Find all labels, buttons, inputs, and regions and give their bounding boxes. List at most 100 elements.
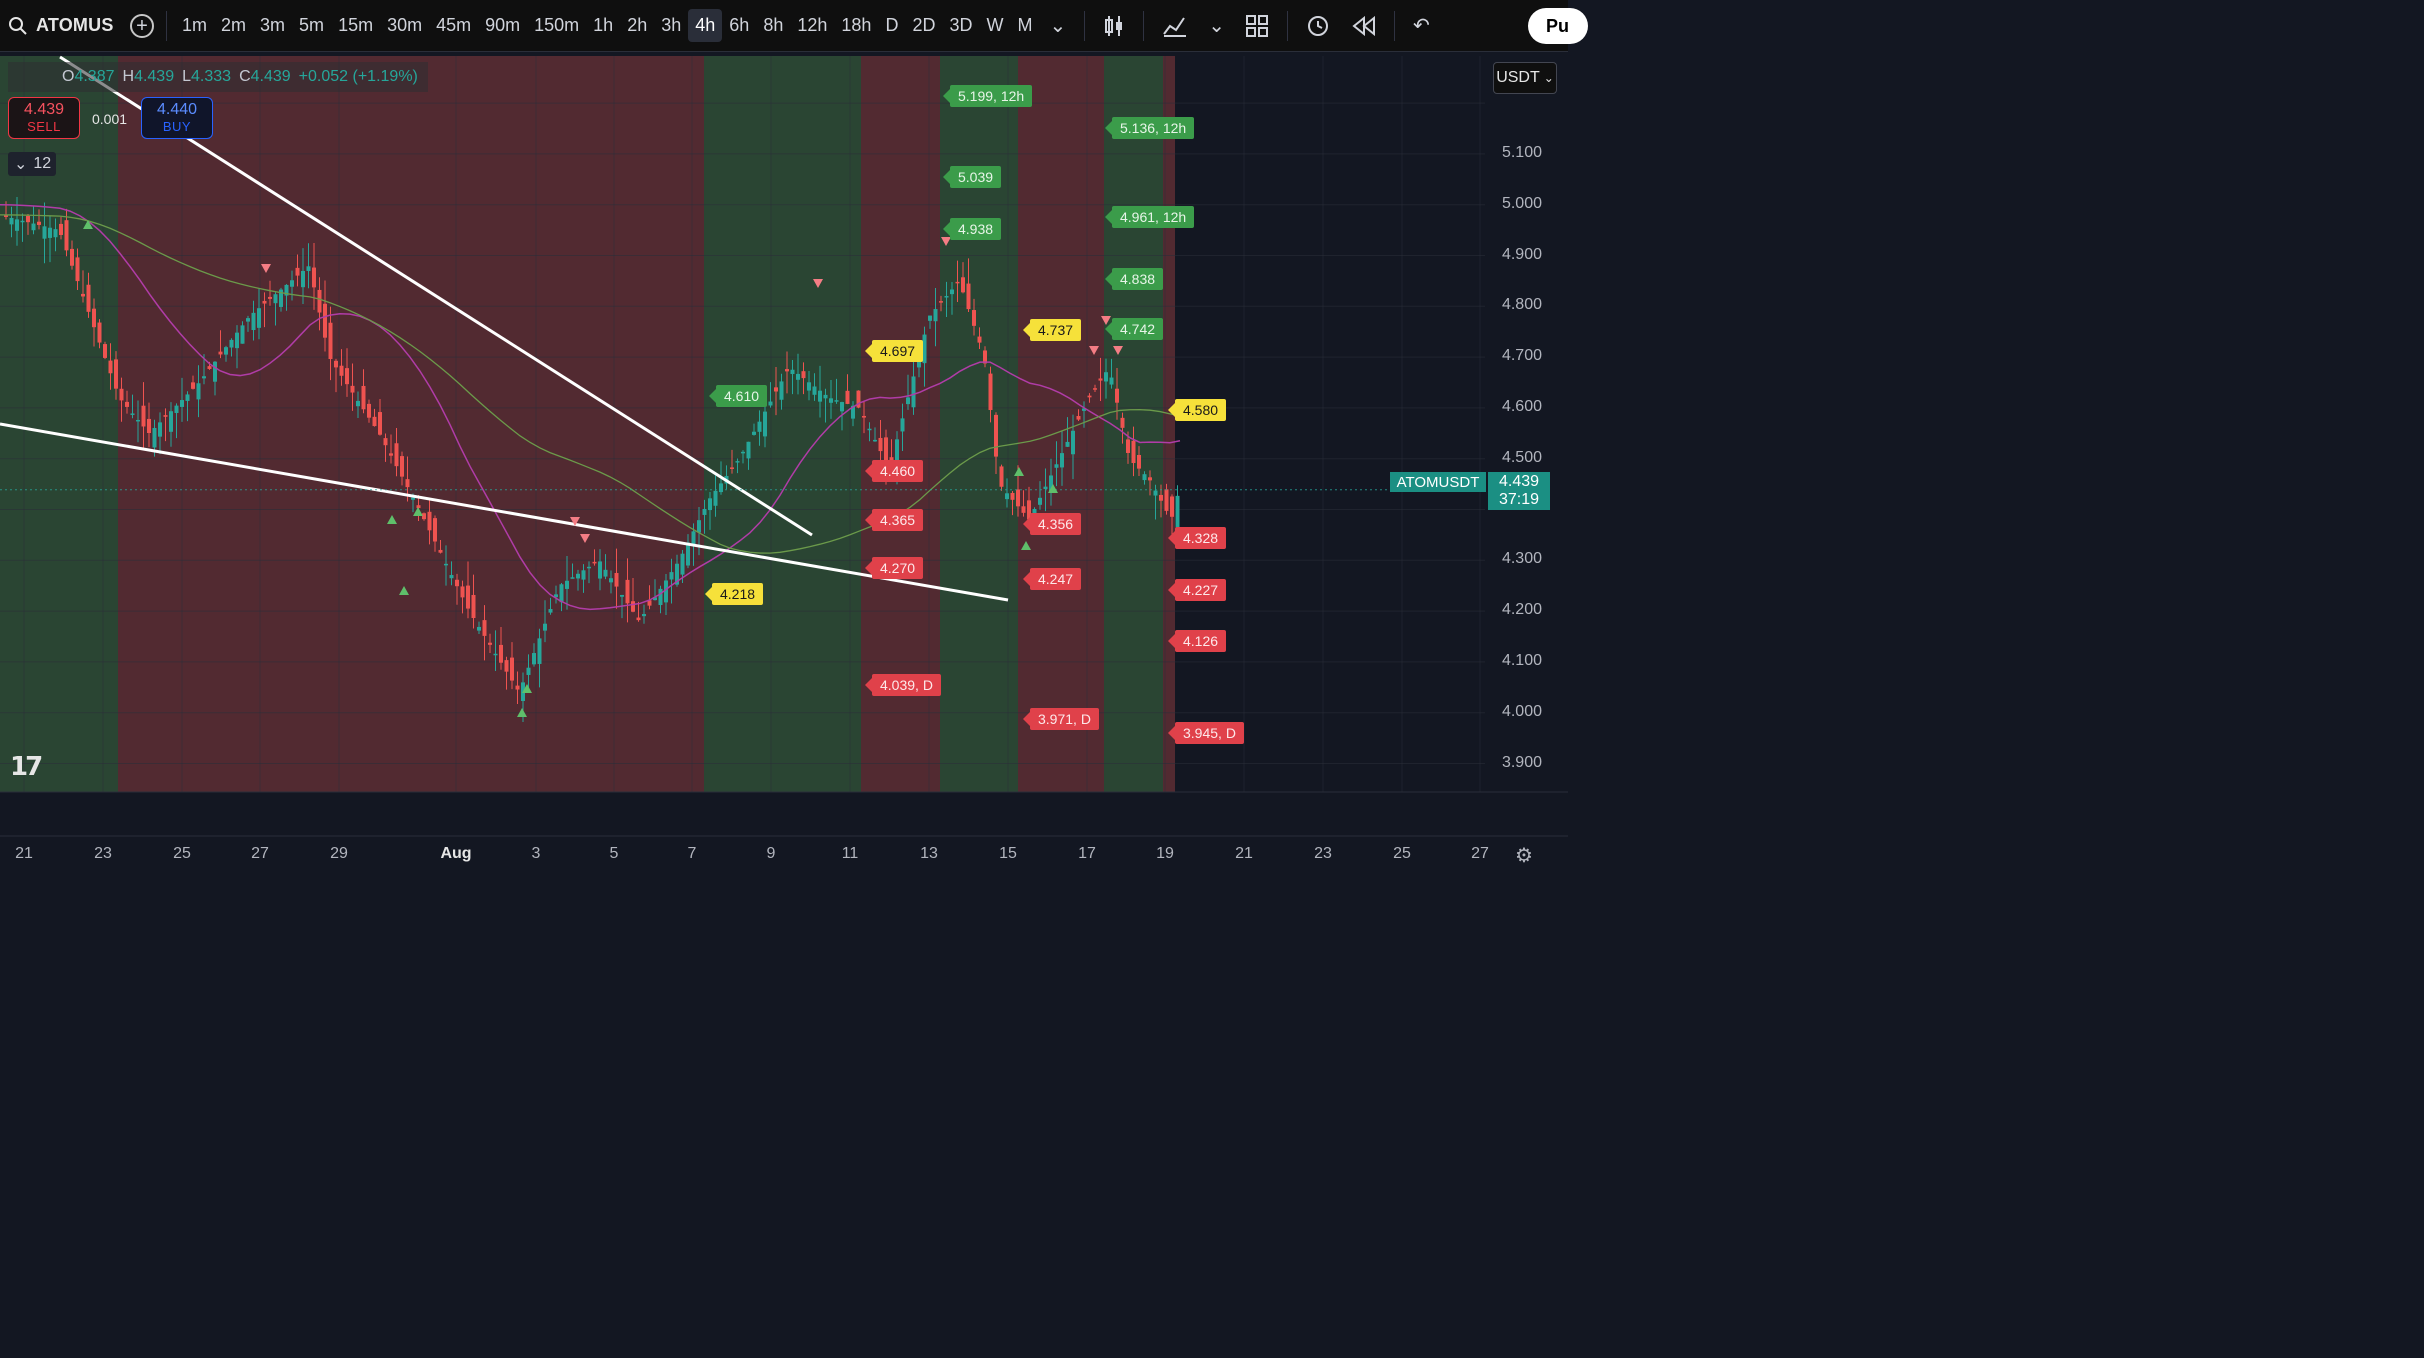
candle-body	[526, 667, 531, 675]
tradingview-logo[interactable]: 17	[10, 752, 43, 782]
candle-body	[999, 466, 1004, 487]
candle-body	[163, 415, 168, 417]
sell-button[interactable]: 4.439 SELL	[8, 97, 80, 139]
symbol-search[interactable]: ATOMUS	[0, 15, 126, 36]
interval-2D[interactable]: 2D	[912, 15, 936, 35]
candle-body	[213, 361, 217, 382]
level-label: 4.227	[1167, 579, 1227, 601]
candle-body	[9, 217, 14, 225]
candle-body	[64, 220, 69, 251]
indicators-icon[interactable]	[1152, 14, 1198, 38]
candle-body	[323, 303, 327, 338]
settings-gear-icon[interactable]: ⚙	[1515, 845, 1533, 867]
interval-2m[interactable]: 2m	[221, 15, 247, 35]
candle-body	[554, 594, 558, 598]
interval-15m[interactable]: 15m	[338, 15, 374, 35]
interval-2h[interactable]: 2h	[627, 15, 648, 35]
candle-body	[1027, 500, 1031, 520]
candle-body	[169, 411, 173, 432]
interval-5m[interactable]: 5m	[299, 15, 325, 35]
candle-body	[812, 386, 817, 395]
candle-body	[669, 572, 674, 580]
candle-body	[818, 390, 822, 402]
candle-body	[851, 405, 855, 419]
time-axis-tick: 17	[1078, 845, 1096, 862]
interval-12h[interactable]: 12h	[797, 15, 828, 35]
interval-M[interactable]: M	[1017, 15, 1033, 35]
level-label: 4.838	[1104, 268, 1164, 290]
interval-45m[interactable]: 45m	[436, 15, 472, 35]
publish-button[interactable]: Pu	[1528, 8, 1588, 44]
candle-body	[383, 438, 388, 446]
candle-body	[400, 456, 404, 477]
level-label: 4.742	[1104, 318, 1164, 340]
candle-body	[691, 531, 696, 546]
layout-grid-icon[interactable]	[1235, 14, 1279, 38]
undo-icon[interactable]: ↶	[1413, 15, 1430, 37]
interval-150m[interactable]: 150m	[534, 15, 580, 35]
level-label: 5.039	[942, 166, 1002, 188]
interval-8h[interactable]: 8h	[763, 15, 784, 35]
candle-body	[581, 570, 586, 580]
buy-button[interactable]: 4.440 BUY	[141, 97, 213, 139]
candle-body	[108, 360, 113, 374]
candle-body	[114, 359, 118, 389]
chevron-down-icon[interactable]: ⌄	[1208, 15, 1225, 37]
candle-body	[240, 325, 245, 344]
interval-90m[interactable]: 90m	[485, 15, 521, 35]
candle-body	[1010, 492, 1015, 500]
candle-body	[26, 215, 30, 223]
interval-18h[interactable]: 18h	[841, 15, 872, 35]
candle-body	[389, 453, 393, 456]
candle-body	[246, 318, 250, 322]
chart-canvas[interactable]	[0, 52, 1568, 878]
interval-W[interactable]: W	[986, 15, 1004, 35]
alert-clock-icon[interactable]	[1296, 13, 1342, 39]
interval-1h[interactable]: 1h	[593, 15, 614, 35]
candle-body	[427, 511, 432, 531]
candle-body	[983, 350, 987, 364]
candle-body	[955, 281, 960, 284]
candle-body	[59, 223, 63, 235]
candle-body	[1126, 439, 1130, 453]
interval-4h[interactable]: 4h	[688, 9, 723, 42]
candle-body	[966, 283, 971, 310]
interval-1m[interactable]: 1m	[182, 15, 208, 35]
candle-body	[81, 293, 85, 297]
interval-3m[interactable]: 3m	[260, 15, 286, 35]
level-label: 3.945, D	[1168, 722, 1244, 744]
candle-body	[75, 257, 80, 282]
interval-D[interactable]: D	[885, 15, 899, 35]
candle-body	[218, 351, 223, 355]
add-symbol-icon[interactable]: +	[130, 13, 154, 38]
interval-30m[interactable]: 30m	[387, 15, 423, 35]
candle-body	[284, 284, 289, 296]
price-axis-tick: 4.300	[1501, 550, 1542, 568]
bar-countdown: 37:19	[1498, 491, 1540, 508]
candle-body	[345, 368, 349, 385]
candle-body	[559, 584, 564, 603]
level-label: 4.365	[864, 509, 924, 531]
indicators-collapse-button[interactable]: ⌄ 12	[8, 152, 56, 176]
candle-body	[741, 451, 745, 454]
candle-body	[906, 397, 910, 405]
interval-3h[interactable]: 3h	[661, 15, 682, 35]
candle-body	[570, 577, 575, 579]
interval-3D[interactable]: 3D	[949, 15, 973, 35]
open-value: 4.387	[74, 68, 115, 85]
time-axis-tick: 29	[330, 845, 348, 862]
candle-body	[20, 220, 25, 223]
candle-body	[1049, 475, 1053, 492]
candle-body	[790, 369, 795, 374]
chart-area[interactable]	[0, 52, 1568, 878]
interval-6h[interactable]: 6h	[729, 15, 750, 35]
candle-style-icon[interactable]	[1093, 14, 1135, 38]
candle-body	[702, 508, 707, 515]
candle-body	[499, 644, 503, 663]
replay-icon[interactable]	[1342, 15, 1386, 36]
candle-body	[449, 575, 454, 579]
candle-body	[262, 300, 267, 304]
ohlc-legend: O4.387 H4.439 L4.333 C4.439 +0.052 (+1.1…	[8, 62, 428, 92]
chevron-down-icon[interactable]: ⌄	[1049, 15, 1067, 37]
currency-select[interactable]: USDT ⌄	[1493, 62, 1557, 94]
